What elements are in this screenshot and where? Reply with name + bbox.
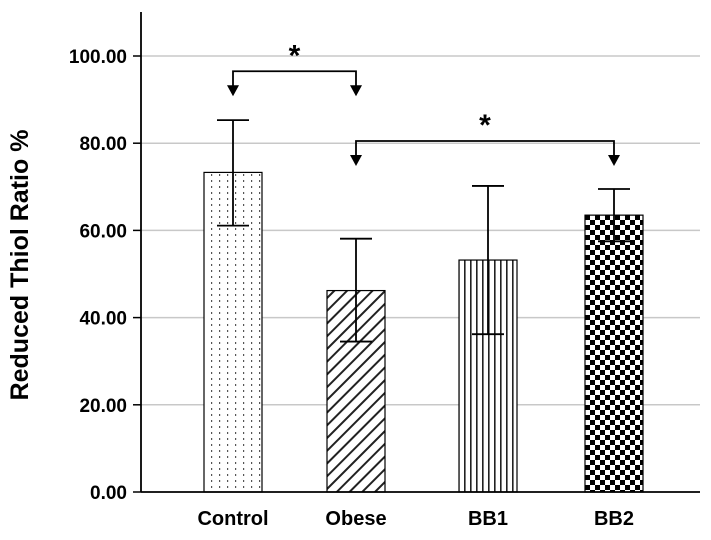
x-label-obese: Obese	[325, 508, 386, 530]
y-tick-label: 100.00	[69, 47, 127, 68]
bracket-arrowhead	[608, 155, 620, 167]
significance-bracket	[232, 70, 357, 88]
y-tick-label: 20.00	[79, 396, 127, 417]
x-label-bb1: BB1	[468, 508, 508, 530]
x-label-control: Control	[197, 508, 268, 530]
bracket-arrowhead	[350, 155, 362, 167]
y-tick-label: 60.00	[79, 221, 127, 242]
error-bars	[217, 119, 630, 343]
y-tick-label: 80.00	[79, 134, 127, 155]
y-tick-label: 0.00	[90, 483, 127, 504]
bracket-arrowhead	[350, 85, 362, 97]
x-label-bb2: BB2	[594, 508, 634, 530]
bracket-arrowhead	[227, 85, 239, 97]
significance-brackets: **	[227, 39, 620, 167]
significance-asterisk: *	[479, 109, 491, 142]
bar-bb2	[584, 214, 644, 493]
y-axis-title: Reduced Thiol Ratio %	[6, 130, 34, 401]
y-tick-labels: 0.00 20.00 40.00 60.00 80.00 100.00	[69, 47, 141, 504]
bars	[203, 171, 644, 493]
y-tick-label: 40.00	[79, 309, 127, 330]
significance-bracket	[355, 140, 615, 158]
x-category-labels: Control Obese BB1 BB2	[197, 508, 634, 530]
axes	[140, 12, 700, 493]
significance-asterisk: *	[289, 39, 301, 72]
